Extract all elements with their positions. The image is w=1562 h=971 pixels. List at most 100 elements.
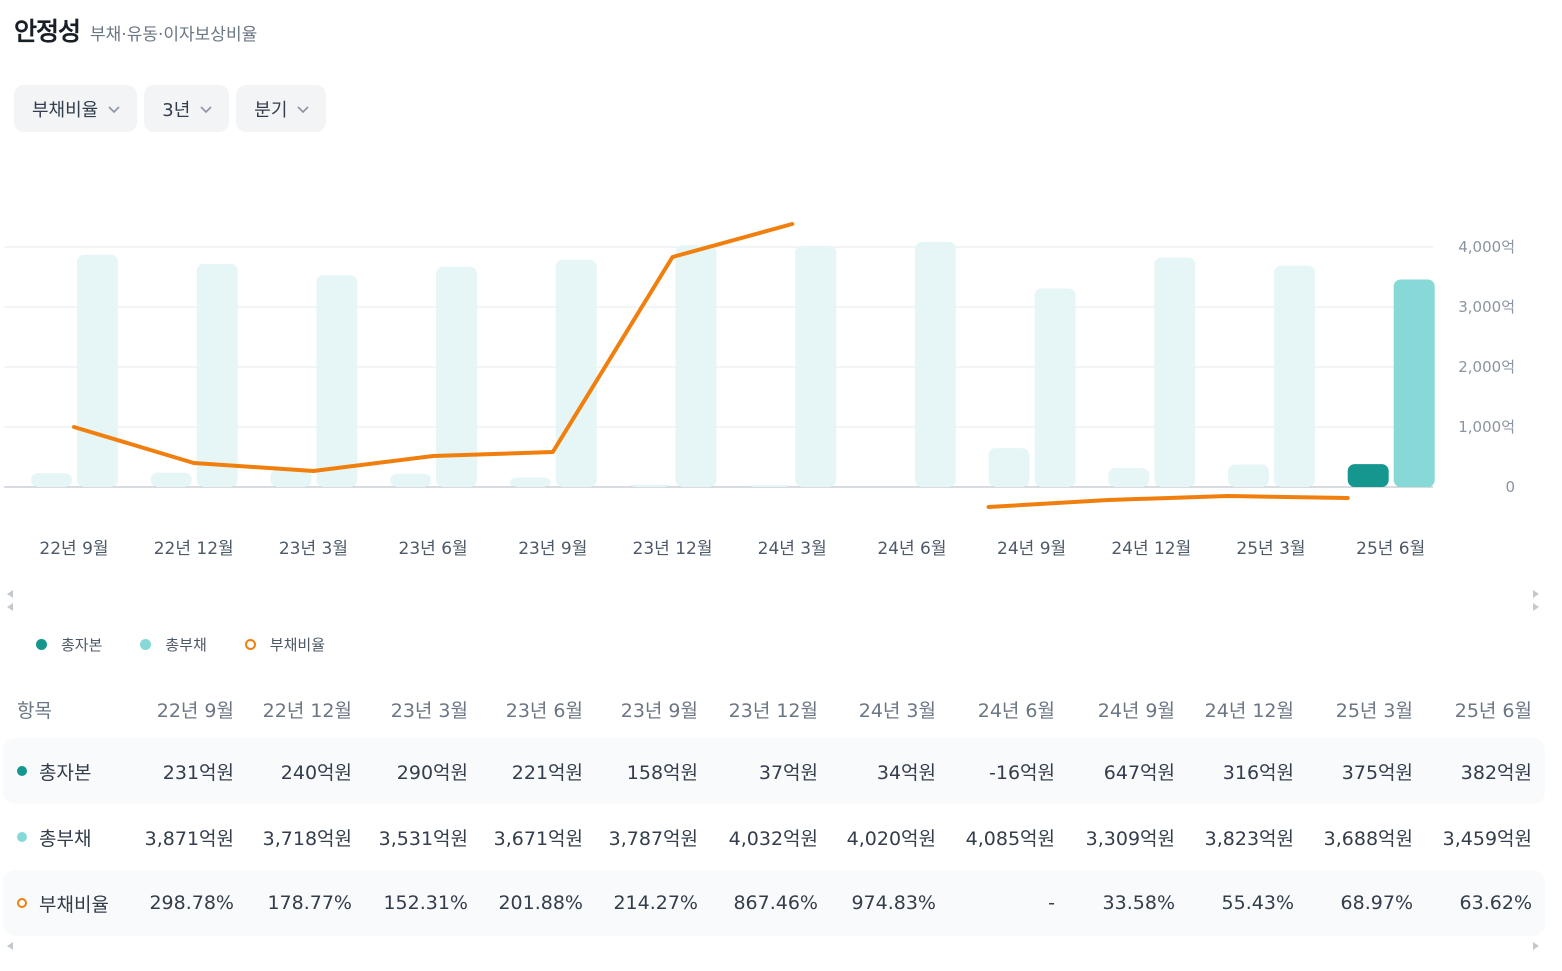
table-cell: 382억원 bbox=[1460, 761, 1532, 784]
bar-liabilities bbox=[196, 263, 238, 487]
bar-equity bbox=[390, 473, 432, 487]
table-cell: 63.62% bbox=[1459, 892, 1532, 914]
table-header-cell: 22년 12월 bbox=[262, 699, 352, 722]
bar-equity bbox=[1108, 468, 1150, 487]
table-cell: 178.77% bbox=[267, 892, 352, 914]
row-label: 부채비율 bbox=[17, 890, 109, 917]
table-cell: 55.43% bbox=[1221, 892, 1294, 914]
x-tick-label: 22년 12월 bbox=[154, 539, 234, 559]
table-cell: 214.27% bbox=[613, 892, 698, 914]
bar-liabilities bbox=[914, 241, 956, 487]
legend-dot-debt-ratio bbox=[244, 639, 256, 650]
table-header-cell: 22년 9월 bbox=[156, 699, 234, 722]
row-label-text: 부채비율 bbox=[39, 893, 109, 916]
table-cell: 3,531억원 bbox=[378, 827, 468, 850]
data-table: 항목 22년 9월 22년 12월 23년 3월 23년 6월 23년 9월 23년 12… bbox=[3, 680, 1545, 936]
debt-ratio-line bbox=[986, 494, 1350, 509]
bar-equity bbox=[988, 448, 1030, 487]
legend-dot-equity bbox=[36, 639, 47, 650]
legend-label: 부채비율 bbox=[269, 636, 326, 654]
x-tick-label: 23년 9월 bbox=[518, 539, 587, 559]
chart-scroll-right-icon[interactable] bbox=[1533, 603, 1539, 611]
table-cell: 3,871억원 bbox=[144, 827, 234, 850]
table-header-label: 항목 bbox=[17, 699, 52, 722]
chart-scroll-right-icon[interactable] bbox=[1533, 590, 1539, 598]
table-cell: 290억원 bbox=[396, 761, 468, 784]
table-cell: 974.83% bbox=[851, 892, 936, 914]
x-tick-label: 22년 9월 bbox=[39, 539, 108, 559]
x-tick-label: 24년 6월 bbox=[877, 539, 946, 559]
table-cell: 316억원 bbox=[1222, 761, 1294, 784]
table-cell: 152.31% bbox=[383, 892, 468, 914]
table-header-cell: 24년 12월 bbox=[1204, 699, 1294, 722]
x-tick-label: 24년 12월 bbox=[1111, 539, 1191, 559]
section-subtitle: 부채·유동·이자보상비율 bbox=[90, 25, 258, 45]
legend-item-liabilities: 총부채 bbox=[140, 634, 207, 655]
table-header-cell: 23년 9월 bbox=[620, 699, 698, 722]
table-header-cell: 25년 3월 bbox=[1335, 699, 1413, 722]
table-header-cell: 24년 3월 bbox=[858, 699, 936, 722]
table-cell: 240억원 bbox=[280, 761, 352, 784]
legend-label: 총자본 bbox=[61, 636, 103, 654]
interval-dropdown[interactable]: 분기 bbox=[236, 85, 327, 132]
table-header-cell: 24년 6월 bbox=[977, 699, 1055, 722]
table-cell: 298.78% bbox=[149, 892, 234, 914]
bar-liabilities bbox=[675, 245, 717, 487]
table-cell: 231억원 bbox=[162, 761, 234, 784]
bar-equity bbox=[1228, 464, 1269, 487]
bar-equity bbox=[1347, 464, 1389, 487]
table-cell: 34억원 bbox=[876, 761, 936, 784]
table-cell: - bbox=[1048, 892, 1055, 914]
y-tick-label: 4,000억 bbox=[1458, 238, 1515, 256]
bar-equity bbox=[749, 484, 791, 487]
legend-item-equity: 총자본 bbox=[36, 634, 102, 655]
bar-liabilities bbox=[436, 266, 478, 487]
table-header-cell: 23년 6월 bbox=[505, 699, 583, 722]
section-title: 안정성 bbox=[14, 17, 81, 46]
bar-liabilities bbox=[77, 254, 118, 487]
row-dot-equity bbox=[17, 766, 27, 776]
bar-liabilities bbox=[316, 275, 358, 487]
legend-item-debt-ratio: 부채비율 bbox=[244, 634, 326, 655]
metric-dropdown[interactable]: 부채비율 bbox=[14, 85, 138, 132]
chart-scroll-left-icon[interactable] bbox=[7, 603, 13, 611]
filter-bar: 부채비율 3년 분기 bbox=[14, 85, 327, 132]
y-tick-label: 1,000억 bbox=[1458, 418, 1515, 436]
table-cell: 37억원 bbox=[758, 761, 818, 784]
table-scroll-left-icon[interactable] bbox=[7, 942, 13, 950]
table-header-row: 항목 22년 9월 22년 12월 23년 3월 23년 6월 23년 9월 23년 12… bbox=[3, 680, 1545, 738]
bar-liabilities bbox=[555, 259, 597, 487]
table-cell: 3,718억원 bbox=[262, 827, 352, 850]
table-cell: 3,309억원 bbox=[1085, 827, 1175, 850]
chevron-down-icon bbox=[108, 105, 120, 113]
table-scroll-right-icon[interactable] bbox=[1533, 942, 1539, 950]
table-cell: 3,688억원 bbox=[1323, 827, 1413, 850]
table-cell: 201.88% bbox=[498, 892, 583, 914]
x-tick-label: 23년 3월 bbox=[279, 539, 348, 559]
bar-liabilities bbox=[1154, 257, 1196, 487]
chart-legend: 총자본 총부채 부채비율 bbox=[36, 634, 363, 655]
row-label-text: 총부채 bbox=[39, 827, 92, 850]
row-label-text: 총자본 bbox=[39, 761, 92, 784]
x-tick-label: 24년 3월 bbox=[758, 539, 827, 559]
metric-dropdown-label: 부채비율 bbox=[32, 99, 99, 121]
chart-scroll-left-icon[interactable] bbox=[7, 590, 13, 598]
legend-label: 총부채 bbox=[165, 636, 207, 654]
bar-liabilities bbox=[1034, 288, 1076, 487]
table-cell: 68.97% bbox=[1340, 892, 1413, 914]
row-label: 총자본 bbox=[17, 758, 91, 785]
x-tick-label: 23년 6월 bbox=[399, 539, 468, 559]
table-cell: 33.58% bbox=[1102, 892, 1175, 914]
period-dropdown-label: 3년 bbox=[162, 99, 191, 121]
table-cell: 4,085억원 bbox=[965, 827, 1055, 850]
debt-ratio-line bbox=[72, 222, 795, 473]
period-dropdown[interactable]: 3년 bbox=[144, 85, 230, 132]
table-row-equity: 총자본 231억원 240억원 290억원 221억원 158억원 37억원 34억원 -16… bbox=[3, 738, 1545, 804]
chevron-down-icon bbox=[200, 105, 212, 113]
y-tick-label: 0 bbox=[1505, 478, 1515, 496]
table-cell: 3,671억원 bbox=[493, 827, 583, 850]
table-cell: 647억원 bbox=[1103, 761, 1175, 784]
table-cell: 3,823억원 bbox=[1204, 827, 1294, 850]
x-tick-label: 25년 6월 bbox=[1356, 539, 1425, 559]
table-cell: 4,020억원 bbox=[846, 827, 936, 850]
